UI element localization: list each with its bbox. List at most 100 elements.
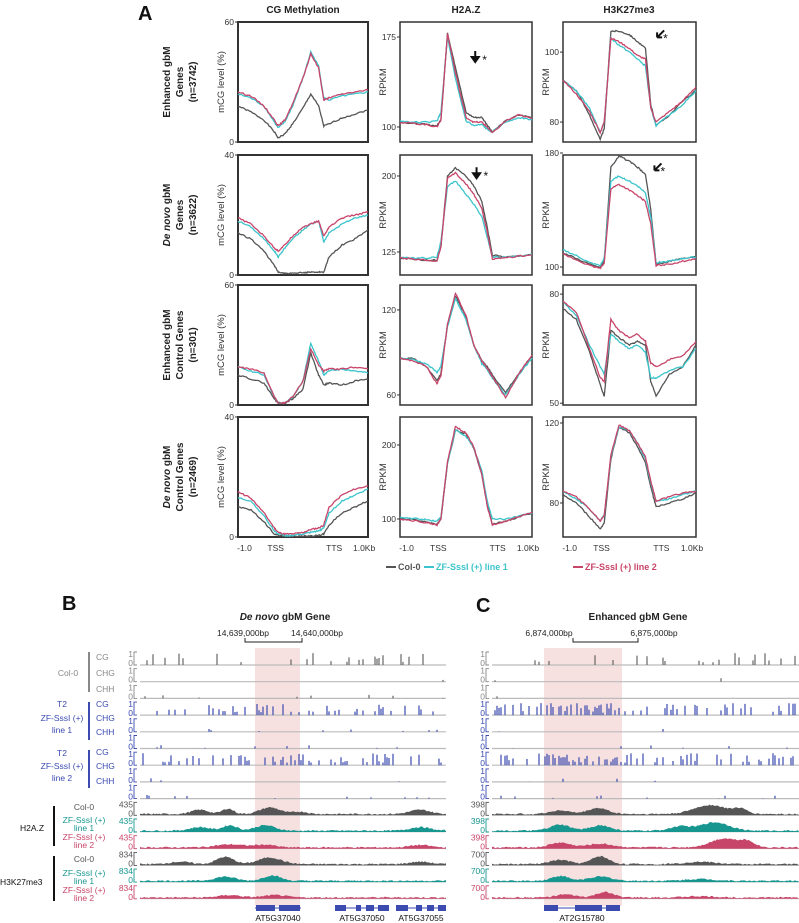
x-tick-label: 1.0Kb [353, 543, 375, 553]
track-scale-min: 0 [128, 725, 133, 735]
row-label-italic: De novo [162, 469, 173, 508]
coordinate-left: 6,874,000bp [525, 628, 573, 638]
profile-chart-r3-c2: 120 80 RPKM [541, 416, 697, 538]
track: 10 [480, 749, 799, 768]
context-label: CHH [96, 684, 114, 694]
x-tick-label: -1.0 [399, 543, 414, 553]
x-tick-label: -1.0 [237, 543, 252, 553]
track-scale-max: 1 [480, 749, 485, 759]
y-tick-label: 0 [229, 400, 234, 410]
profile-chart-r0-c2: 100 80 RPKM * [541, 21, 697, 143]
track: 10 [480, 766, 799, 785]
significance-asterisk: * [484, 169, 489, 183]
x-tick-label: -1.0 [562, 543, 577, 553]
row-label-line1: gbM [162, 184, 173, 207]
sample-label: Col-0 [58, 668, 79, 678]
chip-sample-group: H3K27me3 Col-0 ZF-SssI (+)line 1ZF-SssI (+… [0, 854, 106, 903]
x-tick-label: TTS [326, 543, 342, 553]
methylation-bars [500, 795, 776, 799]
chip-signal-area [492, 875, 799, 883]
series-line-line1 [562, 300, 697, 380]
y-tick-label: 175 [382, 32, 396, 42]
track: 10 [480, 783, 799, 802]
column-title: CG Methylation [266, 5, 339, 16]
panel-c-letter: C [476, 595, 490, 617]
track-scale-min: 0 [480, 725, 485, 735]
track-scale-min: 0 [128, 758, 133, 768]
track: 10 [128, 666, 446, 685]
profile-chart-r1-c2: 180 100 RPKM * [541, 148, 697, 276]
scale-bracket [133, 768, 137, 783]
arrow-icon [469, 51, 481, 64]
track-scale-max: 1 [480, 666, 485, 676]
y-tick-label: 120 [382, 305, 396, 315]
track: 10 [480, 649, 799, 668]
scale-bracket [133, 684, 137, 699]
x-tick-label: TSS [593, 543, 610, 553]
y-axis-label: mCG level (%) [216, 314, 227, 376]
sample-label: line 2 [74, 840, 95, 850]
context-label: CG [96, 652, 109, 662]
track-scale-min: 0 [480, 708, 485, 718]
scale-bracket [485, 851, 489, 866]
track-scale-min: 0 [480, 875, 485, 885]
row-label-line1: gbM [162, 446, 173, 469]
scale-bracket [133, 785, 137, 800]
gene-name: AT5G37050 [339, 913, 384, 923]
track-scale-max: 1 [480, 716, 485, 726]
sample-label: ZF-SssI (+) [41, 713, 84, 723]
track-scale-max: 1 [480, 682, 485, 692]
track-scale-min: 0 [128, 858, 133, 868]
scale-bracket [485, 684, 489, 699]
methylation-bars [156, 704, 434, 716]
profile-chart-r3-c1: 200 100 RPKM [378, 416, 533, 538]
track-scale-max: 1 [128, 766, 133, 776]
series-line-line2 [562, 36, 697, 135]
scale-bracket [133, 868, 137, 883]
highlight-region [544, 648, 622, 906]
context-label: CHH [96, 776, 114, 786]
y-axis-label: RPKM [378, 331, 389, 359]
methylation-bars [498, 729, 664, 732]
y-axis-label: RPKM [541, 201, 552, 229]
series-line-line2 [399, 291, 533, 399]
scale-bracket [485, 818, 489, 833]
sample-label: line 1 [52, 725, 73, 735]
y-axis-label: mCG level (%) [216, 184, 227, 246]
track-scale-min: 0 [480, 691, 485, 701]
methylation-bars [156, 745, 398, 749]
context-label: CG [96, 699, 109, 709]
y-tick-label: 100 [545, 262, 559, 272]
track-scale-min: 0 [480, 775, 485, 785]
series-line-col0 [237, 229, 369, 275]
row-label-line1: Enhanced gbM [162, 46, 173, 117]
series-line-line2 [562, 300, 697, 385]
sample-label: ZF-SssI (+) [63, 868, 106, 878]
series-line-col0 [562, 426, 697, 530]
scale-bracket [133, 835, 137, 850]
track: 10 [128, 682, 446, 701]
x-tick-label: TSS [430, 543, 447, 553]
context-label: CHG [96, 668, 115, 678]
track-scale-min: 0 [128, 842, 133, 852]
scale-bracket [485, 868, 489, 883]
exon [335, 905, 346, 911]
y-tick-label: 120 [545, 418, 559, 428]
exon [606, 905, 620, 911]
y-tick-label: 0 [229, 270, 234, 280]
sample-label: T2 [57, 699, 67, 709]
track-scale-min: 0 [480, 808, 485, 818]
profile-chart-r3-c0: 40 0 mCG level (%) [216, 412, 369, 542]
series-line-line2 [399, 33, 533, 134]
sample-label: Col-0 [74, 854, 95, 864]
title-rest: gbM Gene [279, 612, 331, 623]
track: 10 [480, 666, 799, 685]
methylation-bars [500, 753, 794, 766]
series-line-line1 [399, 428, 533, 522]
sample-label: ZF-SssI (+) [63, 885, 106, 895]
chip-signal-area [140, 894, 446, 899]
significance-asterisk: * [663, 31, 668, 45]
